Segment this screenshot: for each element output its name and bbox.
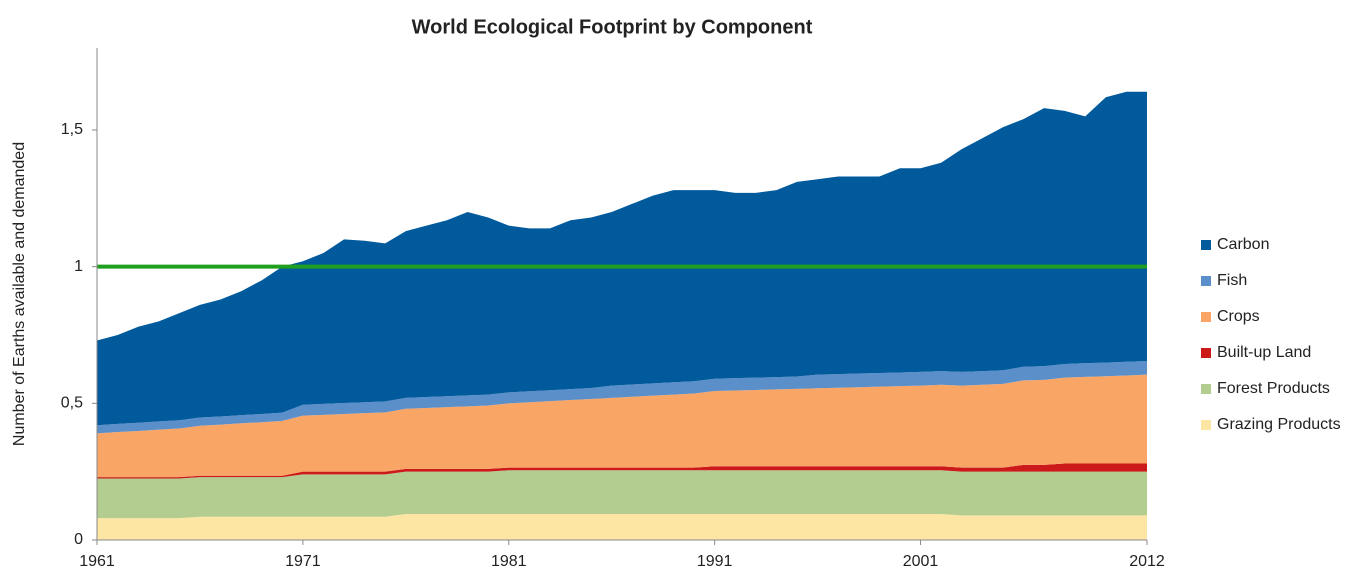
y-tick-label: 1 (74, 258, 83, 275)
area (97, 91, 1147, 426)
area (97, 374, 1147, 478)
x-tick-label: 1971 (285, 553, 321, 570)
x-tick-label: 1961 (79, 553, 115, 570)
area (97, 463, 1147, 479)
x-tick-label: 1991 (697, 553, 733, 570)
y-tick-label: 0 (74, 531, 83, 548)
legend-swatch (1201, 276, 1211, 286)
legend-swatch (1201, 420, 1211, 430)
legend-label: Fish (1217, 272, 1247, 289)
legend-swatch (1201, 348, 1211, 358)
legend-swatch (1201, 240, 1211, 250)
legend-label: Carbon (1217, 236, 1269, 253)
legend-swatch (1201, 312, 1211, 322)
legend-label: Built-up Land (1217, 344, 1311, 361)
area (97, 360, 1147, 434)
legend-swatch (1201, 384, 1211, 394)
legend-label: Forest Products (1217, 380, 1330, 397)
y-axis-label: Number of Earths available and demanded (11, 142, 28, 446)
y-tick-label: 1,5 (61, 121, 83, 138)
y-tick-label: 0,5 (61, 395, 83, 412)
area (97, 470, 1147, 519)
legend-label: Grazing Products (1217, 416, 1341, 433)
chart-title: World Ecological Footprint by Component (412, 16, 813, 38)
legend-label: Crops (1217, 308, 1260, 325)
x-tick-label: 1981 (491, 553, 527, 570)
x-tick-label: 2012 (1129, 553, 1165, 570)
area (97, 514, 1147, 540)
x-tick-label: 2001 (903, 553, 939, 570)
